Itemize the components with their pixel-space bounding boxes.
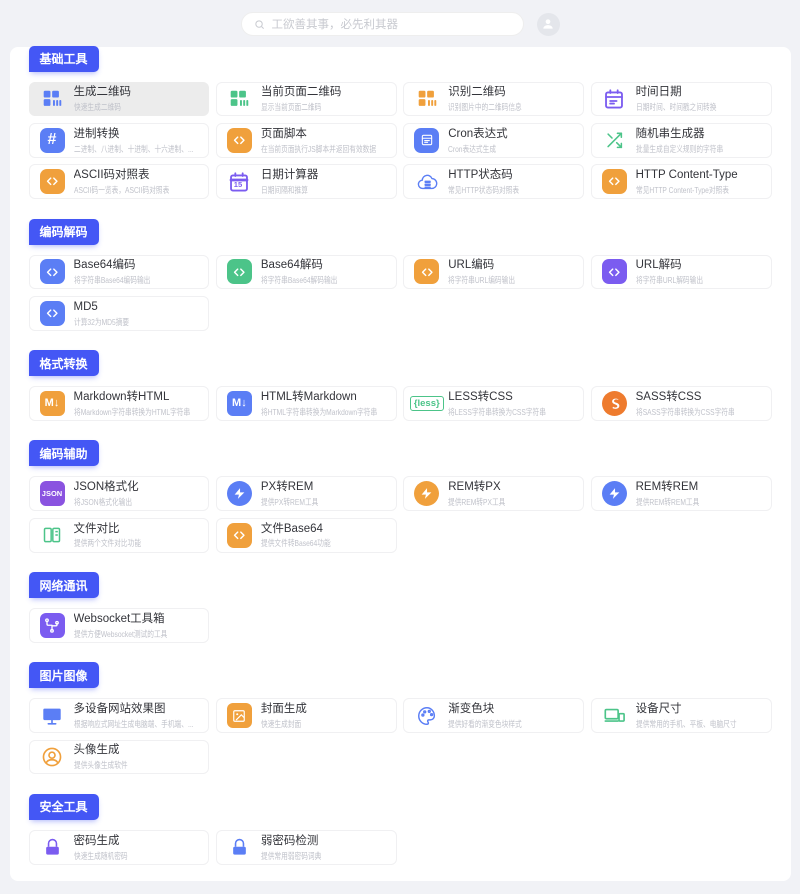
- svg-text:15: 15: [234, 180, 243, 189]
